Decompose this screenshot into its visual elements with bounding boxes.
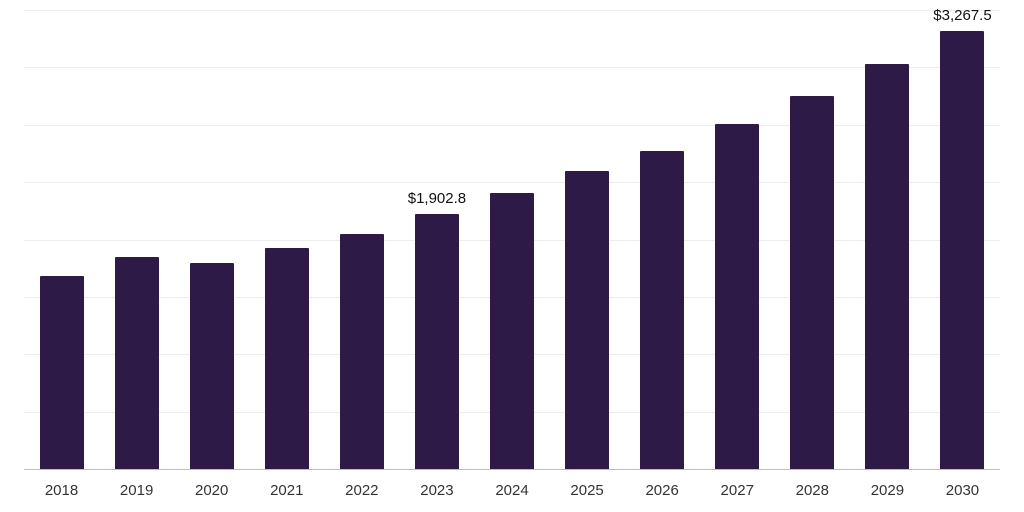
bar-2030: $3,267.5 [933,7,992,469]
bar-slot-2018 [24,10,99,469]
x-tick-label-2018: 2018 [44,482,79,499]
bar-2018 [39,276,84,469]
bar-2020 [189,263,234,469]
bar-2022 [339,234,384,469]
x-tick-label-2027: 2027 [720,482,754,499]
plot-area: $1,902.8 $3,267.5 [24,7,1000,470]
bar-slot-2026 [625,10,700,469]
x-tick-label-2020: 2020 [195,482,229,499]
bar-slot-2030: $3,267.5 [925,7,1000,469]
bar-2027 [715,124,760,469]
bars-container: $1,902.8 $3,267.5 [24,7,1000,469]
x-tick-label-2025: 2025 [570,482,604,499]
bar-2028 [790,96,835,469]
bar-slot-2019 [99,10,174,469]
bar-2026 [640,151,685,469]
x-tick-label-2030: 2030 [945,482,980,499]
bar-2024 [490,193,534,469]
bar-slot-2023: $1,902.8 [399,10,474,469]
bar-slot-2028 [775,10,850,469]
x-tick-label-2022: 2022 [345,482,379,499]
bar-slot-2024 [474,10,549,469]
bar-2023: $1,902.8 [408,190,466,469]
bar-slot-2029 [850,10,925,469]
bar-slot-2025 [550,10,625,469]
bar-2021 [264,248,309,469]
bar-2019 [114,257,159,469]
bar-2025 [565,171,610,469]
x-tick-label-2026: 2026 [645,482,679,499]
bar-value-label-2023: $1,902.8 [407,190,467,207]
x-tick-label-2023: 2023 [420,482,454,499]
bar-2029 [865,64,910,469]
bar-slot-2020 [174,10,249,469]
x-axis-labels: 2018 2019 2020 2021 2022 2023 2024 2025 2026 2027… [24,470,1000,511]
x-tick-label-2019: 2019 [119,482,154,499]
bar-value-label-2030: $3,267.5 [933,7,992,24]
x-tick-label-2024: 2024 [495,482,529,499]
x-tick-label-2028: 2028 [795,482,829,499]
bar-slot-2027 [700,10,775,469]
x-tick-label-2029: 2029 [870,482,905,499]
bar-slot-2021 [249,10,324,469]
x-tick-label-2021: 2021 [270,482,304,499]
bar-slot-2022 [324,10,399,469]
